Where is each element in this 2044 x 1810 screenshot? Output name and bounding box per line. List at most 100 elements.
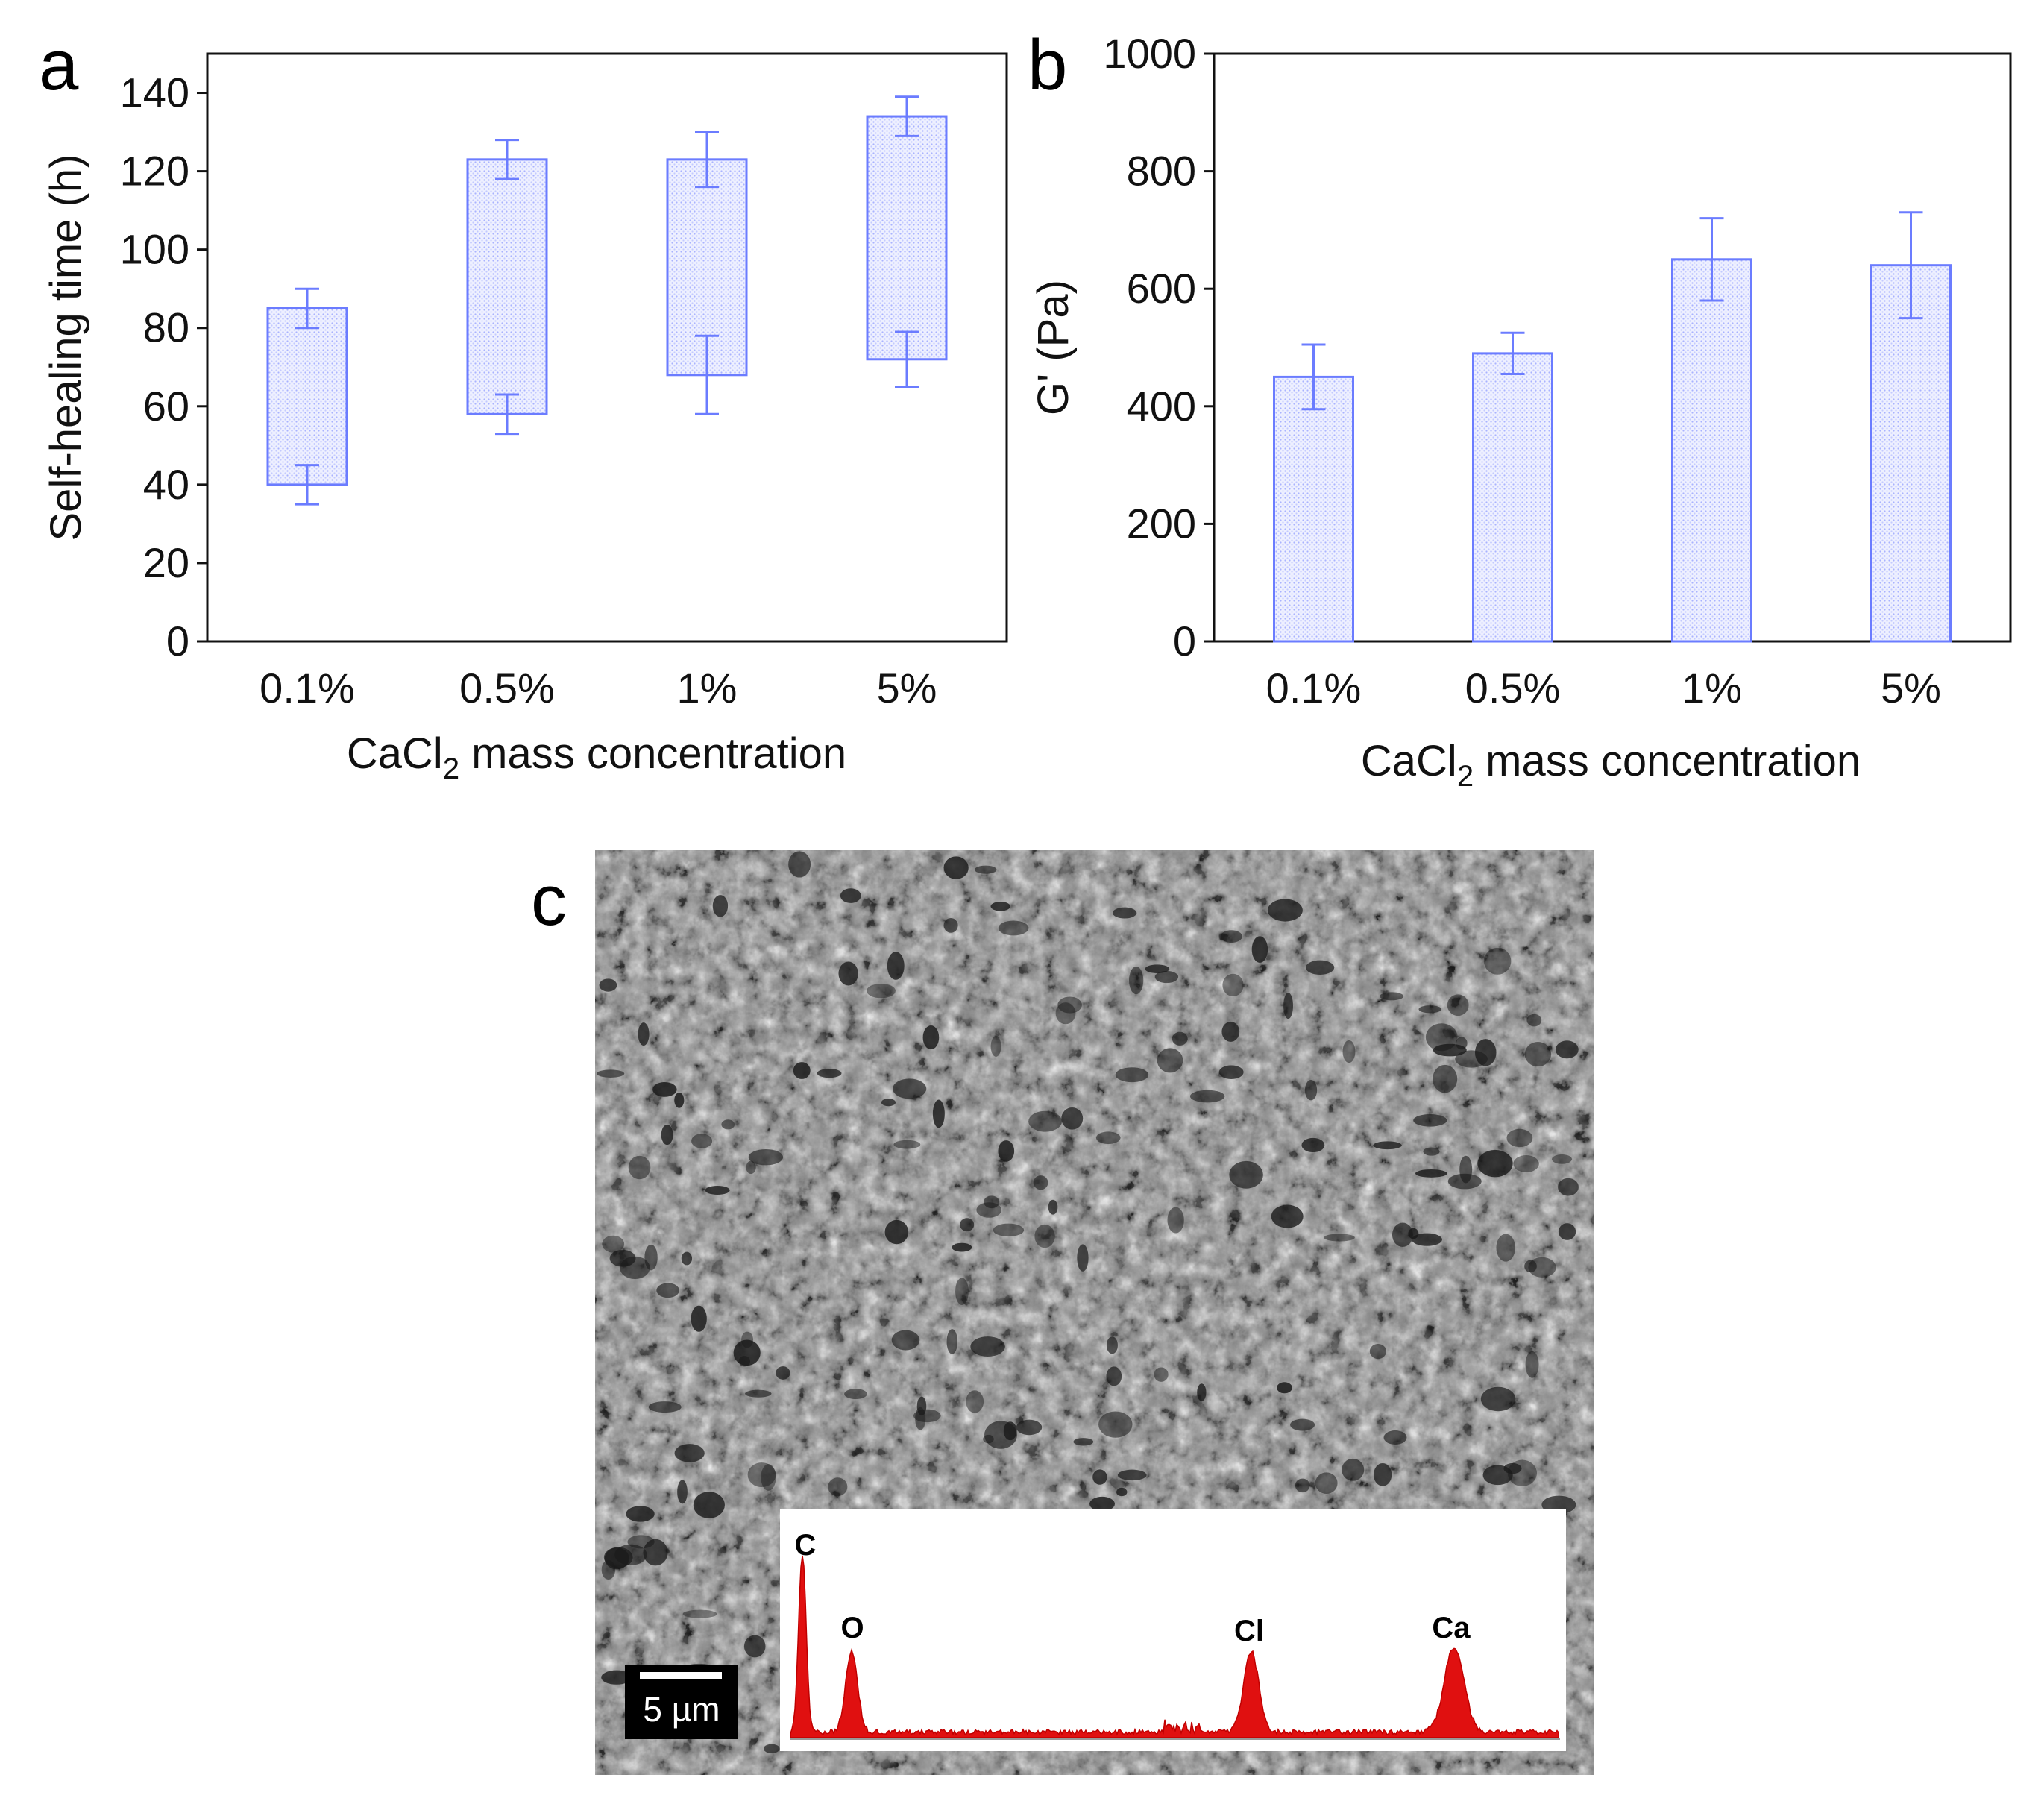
x-tick-label: 1% [1682, 664, 1742, 711]
sem-pore [1558, 1178, 1579, 1196]
sem-pore [1034, 1224, 1055, 1248]
sem-pore [681, 1251, 693, 1266]
sem-pore [674, 1444, 705, 1462]
x-axis-label-a-sub: 2 [443, 752, 459, 785]
sem-pore [840, 888, 861, 903]
sem-pore [922, 1025, 940, 1050]
sem-pore [1526, 1014, 1542, 1027]
sem-pore [628, 1155, 651, 1180]
y-tick-label: 120 [120, 148, 189, 195]
sem-pore [1218, 1065, 1244, 1079]
sem-pore [952, 1242, 972, 1252]
sem-pore [682, 1609, 717, 1618]
sem-panel: C O Cl Ca 5 µm [595, 850, 1594, 1775]
sem-pore [990, 1036, 1001, 1057]
sem-pore [1145, 964, 1170, 973]
x-axis-label-b-post: mass concentration [1474, 737, 1861, 785]
sem-pore [721, 1119, 735, 1130]
sem-pore [1220, 930, 1242, 943]
sem-pore [1506, 1128, 1533, 1148]
sem-pore [1089, 1496, 1115, 1512]
sem-pore [741, 1331, 754, 1348]
eds-peak-label-cl: Cl [1234, 1615, 1264, 1647]
sem-pore [674, 1092, 685, 1108]
y-axis-label-b: G' (Pa) [1029, 280, 1078, 415]
sem-pore [976, 1202, 1002, 1218]
eds-peak-label-o: O [840, 1612, 864, 1644]
sem-pore [887, 952, 905, 980]
sem-pore [1392, 1222, 1413, 1247]
x-tick-label: 0.5% [459, 664, 555, 711]
eds-inset [780, 1509, 1566, 1751]
sem-pore [620, 1256, 650, 1280]
sem-pore [1295, 1478, 1310, 1493]
sem-pore [648, 1401, 682, 1413]
sem-pore [1496, 1234, 1515, 1262]
sem-pore [776, 1366, 790, 1380]
x-axis-b: 0.1% 0.5% 1% 5% [1266, 664, 1941, 711]
sem-pore [1283, 992, 1293, 1019]
sem-pore [1423, 1147, 1440, 1156]
sem-pore [966, 1390, 984, 1413]
x-tick-label: 1% [677, 664, 738, 711]
y-tick-label: 40 [143, 461, 189, 508]
sem-pore [1412, 1233, 1442, 1246]
x-tick-label: 0.5% [1465, 664, 1561, 711]
sem-pore [1373, 1141, 1402, 1150]
sem-pore [602, 1235, 625, 1253]
x-axis-label-b-sub: 2 [1457, 760, 1474, 793]
sem-pore [1251, 936, 1268, 964]
sem-pore [975, 865, 997, 874]
sem-pore [946, 1329, 958, 1354]
scale-bar [640, 1672, 722, 1679]
bar-3 [1870, 264, 1952, 643]
bar-1 [1472, 352, 1553, 643]
eds-axis-line [790, 1738, 1560, 1740]
y-tick-label: 80 [143, 304, 189, 351]
sem-pore [1541, 1495, 1576, 1514]
y-tick-label: 800 [1127, 148, 1196, 195]
sem-pore [644, 1244, 658, 1271]
sem-pore [1324, 1234, 1355, 1242]
sem-pore [656, 1283, 680, 1298]
sem-pore [867, 983, 896, 999]
sem-pore [1482, 1465, 1513, 1486]
sem-pore [599, 978, 617, 992]
sem-pore [1524, 1260, 1537, 1273]
sem-pore [626, 1506, 655, 1522]
sem-pore [1555, 1040, 1579, 1059]
sem-pore [788, 851, 811, 878]
sem-pore [1383, 1430, 1407, 1445]
box-3 [866, 115, 948, 361]
series-a [266, 95, 948, 506]
sem-pore [1447, 994, 1469, 1016]
sem-pore [1413, 1113, 1447, 1127]
sem-pore [745, 1389, 772, 1398]
panel-label-a: a [39, 25, 79, 105]
y-tick-label: 400 [1127, 383, 1196, 430]
x-axis-a: 0.1% 0.5% 1% 5% [260, 664, 937, 711]
sem-pore [652, 1081, 677, 1097]
sem-pore [1290, 1418, 1315, 1431]
sem-pore [1172, 1031, 1188, 1046]
box-0 [266, 307, 348, 486]
y-tick-label: 0 [166, 618, 189, 664]
sem-pore [932, 1099, 945, 1128]
eds-peak-label-c: C [795, 1529, 817, 1562]
panel-label-c: c [531, 861, 567, 940]
sem-pore [993, 1223, 1025, 1237]
sem-pore [1128, 966, 1144, 995]
y-tick-label: 100 [120, 226, 189, 273]
sem-pore [1098, 1411, 1133, 1438]
sem-pore [677, 1480, 688, 1504]
sem-pore [998, 920, 1029, 936]
sem-pore [1115, 1067, 1149, 1083]
sem-pore [1305, 960, 1335, 975]
sem-pore [1513, 1155, 1539, 1172]
x-tick-label: 5% [1881, 664, 1941, 711]
sem-pore [1229, 1160, 1263, 1189]
sem-pore [970, 1336, 1005, 1357]
y-tick-label: 1000 [1103, 30, 1196, 77]
sem-pore [1480, 1386, 1516, 1412]
